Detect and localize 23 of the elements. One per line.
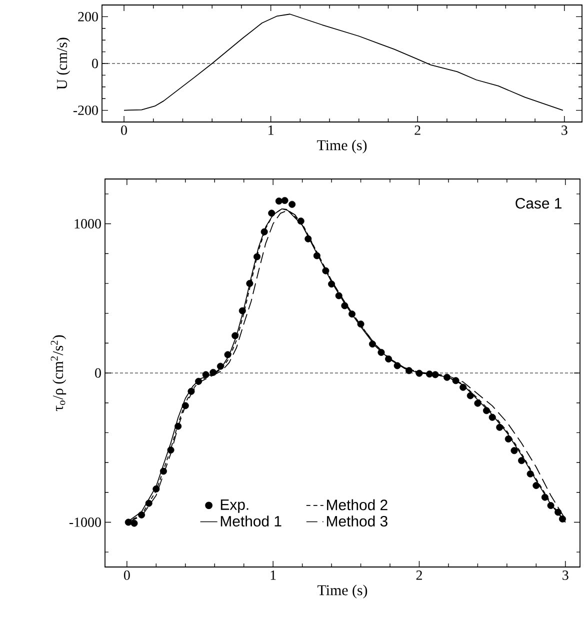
x-tick-label: 2: [414, 126, 420, 135]
y-tick-label: -200: [73, 106, 98, 116]
y-axis-title: U (cm/s): [56, 38, 70, 90]
legend-label: Method 3: [327, 516, 388, 527]
legend-label: Exp.: [220, 500, 248, 513]
y-tick-label: -1000: [69, 518, 101, 527]
legend-label: Method 2: [327, 499, 388, 510]
x-axis-title: Time (s): [317, 140, 367, 154]
x-tick-label: 0: [124, 570, 130, 580]
annotation: Case 1: [516, 198, 562, 209]
x-tick-label: 3: [562, 570, 568, 580]
y-tick-label: 200: [78, 12, 98, 22]
legend-label: Method 1: [220, 516, 282, 527]
x-tick-label: 1: [268, 126, 274, 135]
y-tick-label: 0: [92, 58, 98, 68]
x-tick-label: 3: [562, 126, 568, 135]
x-tick-label: 1: [270, 570, 276, 580]
y-tick-label: 1000: [74, 219, 101, 228]
x-axis-title: Time (s): [318, 584, 368, 598]
y-tick-label: 0: [95, 368, 101, 378]
y-axis-title: τ$_{o}$/ρ (cm$^{2}$/s$^{2}$): [50, 335, 66, 412]
x-tick-label: 0: [121, 126, 127, 135]
x-tick-label: 2: [416, 570, 422, 580]
